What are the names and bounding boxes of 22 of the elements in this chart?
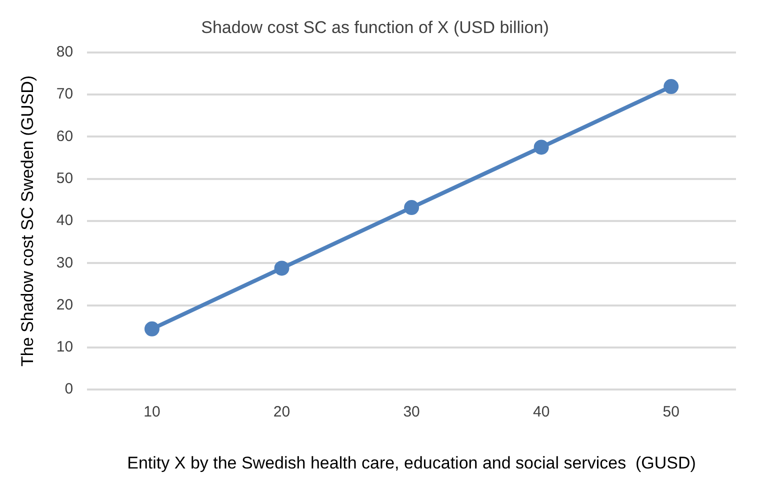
chart-title: Shadow cost SC as function of X (USD billion) [201,18,549,37]
y-tick-label: 80 [56,44,74,61]
point [404,200,420,216]
y-axis-title: The Shadow cost SC Sweden (GUSD) [18,75,37,367]
x-tick-label: 10 [144,404,160,421]
point [144,321,160,336]
y-tick-label: 50 [56,170,74,187]
point [534,140,549,155]
x-tick-label: 40 [532,404,550,421]
y-tick-label: 30 [56,254,74,272]
x-axis-title: Entity X by the Swedish health care, education and social services (GUSD) [127,453,696,472]
x-tick-label: 50 [662,404,680,421]
y-tick-label: 70 [56,86,74,103]
y-tick-label: 0 [64,380,74,398]
x-tick-label: 30 [403,404,420,421]
point [274,260,290,276]
y-tick-label: 60 [56,128,74,145]
y-tick-label: 20 [56,296,74,314]
x-tick-label: 20 [273,404,290,421]
point [664,79,679,94]
y-tick-label: 40 [56,212,74,230]
y-tick-label: 10 [56,338,74,356]
